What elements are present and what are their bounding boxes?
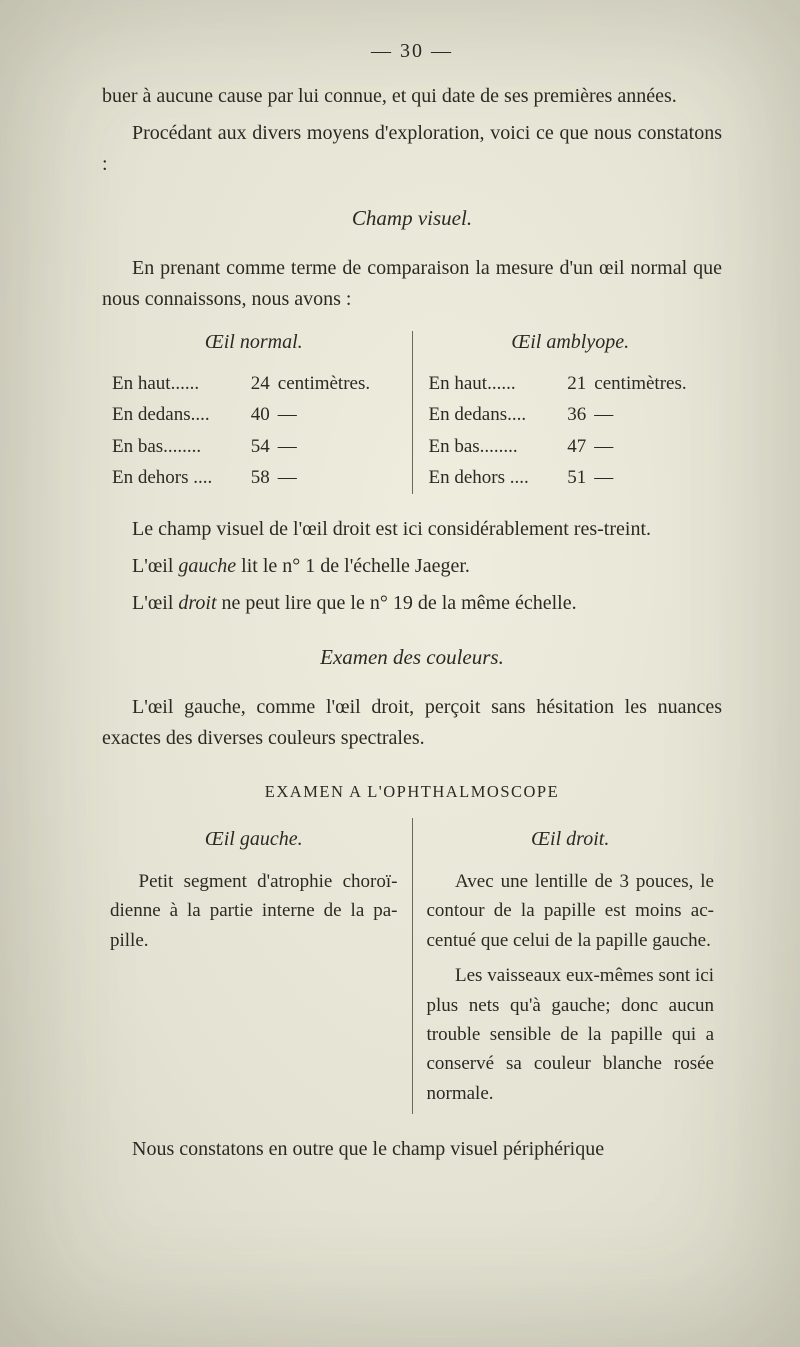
visual-field-table: Œil normal. En haut...... 24 centimètres…	[102, 331, 722, 494]
para-6: L'œil droit ne peut lire que le n° 19 de…	[102, 588, 722, 619]
para-7: L'œil gauche, comme l'œil droit, perçoit…	[102, 692, 722, 754]
cell-unit: —	[276, 399, 398, 430]
text: lit le n° 1 de l'échelle Jaeger.	[236, 555, 470, 577]
table-row: En bas........ 54 —	[110, 431, 398, 462]
text: ne peut lire que le n° 19 de la même éch…	[217, 592, 577, 614]
cell-value: 58	[242, 462, 276, 493]
cell-unit: —	[592, 431, 714, 462]
cell-unit: —	[276, 431, 398, 462]
para-4: Le champ visuel de l'œil droit est ici c…	[102, 514, 722, 545]
oeil-gauche-title: Œil gauche.	[110, 828, 398, 851]
ophthalmoscope-heading: EXAMEN A L'OPHTHALMOSCOPE	[102, 782, 722, 802]
para-8: Nous constatons en outre que le champ vi…	[102, 1134, 722, 1165]
cell-unit: —	[592, 462, 714, 493]
table-row: En haut...... 21 centimètres.	[427, 368, 715, 399]
cell-label: En dehors ....	[110, 462, 242, 493]
cell-unit: —	[592, 399, 714, 430]
italic-text: gauche	[178, 555, 236, 577]
cell-label: En bas........	[110, 431, 242, 462]
cell-unit: centimètres.	[276, 368, 398, 399]
col-droit: Œil droit. Avec une lentille de 3 pouces…	[419, 818, 723, 1115]
section-title-examen: Examen des couleurs.	[102, 645, 722, 670]
cell-value: 36	[558, 399, 592, 430]
page-number: — 30 —	[102, 40, 722, 63]
cell-value: 54	[242, 431, 276, 462]
col-amblyope: Œil amblyope. En haut...... 21 centimètr…	[419, 331, 723, 494]
table-row: En dehors .... 58 —	[110, 462, 398, 493]
page: — 30 — buer à aucune cause par lui connu…	[0, 0, 800, 1347]
section-title-champ: Champ visuel.	[102, 206, 722, 231]
cell-label: En haut......	[110, 368, 242, 399]
ophthalmoscope-columns: Œil gauche. Petit segment d'atrophie cho…	[102, 818, 722, 1115]
cell-value: 40	[242, 399, 276, 430]
table-row: En dedans.... 40 —	[110, 399, 398, 430]
oeil-gauche-body: Petit segment d'atrophie choroï­dienne à…	[110, 867, 398, 955]
oeil-droit-para-2: Les vaisseaux eux-mêmes sont ici plus ne…	[427, 961, 715, 1108]
para-1: buer à aucune cause par lui connue, et q…	[102, 81, 722, 112]
column-separator	[412, 818, 413, 1115]
cell-value: 47	[558, 431, 592, 462]
italic-text: droit	[178, 592, 216, 614]
cell-label: En dehors ....	[427, 462, 559, 493]
text: L'œil	[132, 592, 178, 614]
cell-label: En dedans....	[110, 399, 242, 430]
table-amblyope: En haut...... 21 centimètres. En dedans.…	[427, 368, 715, 494]
table-row: En dedans.... 36 —	[427, 399, 715, 430]
cell-value: 51	[558, 462, 592, 493]
cell-unit: —	[276, 462, 398, 493]
cell-value: 24	[242, 368, 276, 399]
para-5: L'œil gauche lit le n° 1 de l'échelle Ja…	[102, 551, 722, 582]
table-row: En haut...... 24 centimètres.	[110, 368, 398, 399]
text: L'œil	[132, 555, 178, 577]
col-title-normal: Œil normal.	[110, 331, 398, 354]
cell-unit: centimètres.	[592, 368, 714, 399]
oeil-droit-body: Avec une lentille de 3 pouces, le contou…	[427, 867, 715, 1109]
col-title-amblyope: Œil amblyope.	[427, 331, 715, 354]
para-3: En prenant comme terme de comparaison la…	[102, 253, 722, 315]
oeil-gauche-para: Petit segment d'atrophie choroï­dienne à…	[110, 867, 398, 955]
col-gauche: Œil gauche. Petit segment d'atrophie cho…	[102, 818, 406, 1115]
cell-label: En haut......	[427, 368, 559, 399]
table-row: En dehors .... 51 —	[427, 462, 715, 493]
oeil-droit-title: Œil droit.	[427, 828, 715, 851]
cell-label: En bas........	[427, 431, 559, 462]
para-2: Procédant aux divers moyens d'exploratio…	[102, 118, 722, 180]
table-normal: En haut...... 24 centimètres. En dedans.…	[110, 368, 398, 494]
oeil-droit-para-1: Avec une lentille de 3 pouces, le contou…	[427, 867, 715, 955]
cell-value: 21	[558, 368, 592, 399]
column-separator	[412, 331, 413, 494]
cell-label: En dedans....	[427, 399, 559, 430]
table-row: En bas........ 47 —	[427, 431, 715, 462]
col-normal: Œil normal. En haut...... 24 centimètres…	[102, 331, 406, 494]
